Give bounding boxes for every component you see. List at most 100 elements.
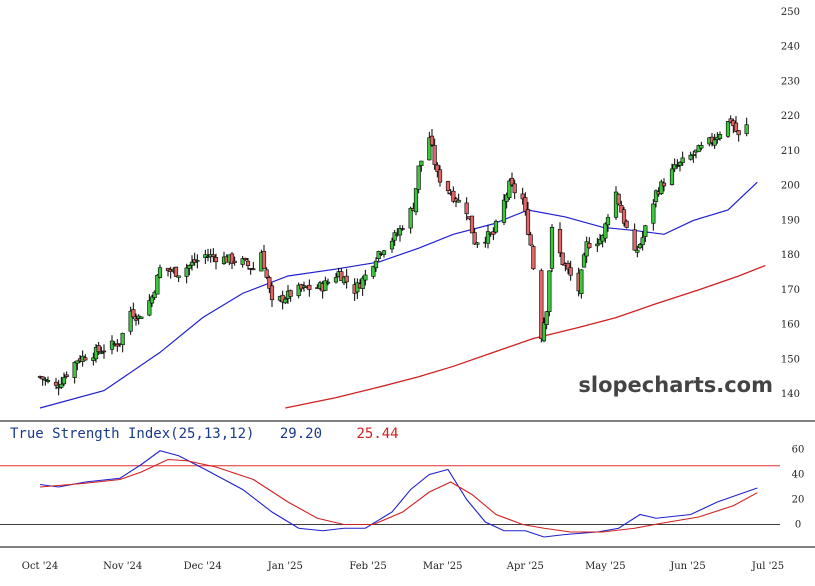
price-tick-label: 220 [781,111,800,122]
x-tick-label: Jun '25 [669,561,706,572]
candle-up [637,243,643,249]
candle-down [264,269,269,278]
candle-up [603,223,608,239]
tsi-axis: 0 20 40 60 [792,445,805,531]
candle-up [643,225,648,237]
candle-up [579,269,584,295]
candle-down [661,182,667,187]
price-tick-label: 180 [781,250,800,261]
candle-down [232,260,237,263]
candle-up [91,357,96,361]
ma50-line [39,181,758,409]
candle-up [93,347,99,360]
candle-down [520,193,525,200]
tsi-tick-label: 0 [795,520,801,531]
tsi-value: 29.20 [280,426,322,442]
candle-down [733,122,739,132]
candle-up [456,199,461,203]
price-tick-label: 230 [781,76,800,87]
candle-up [152,291,157,298]
tsi-signal-value: 25.44 [356,426,398,442]
candle-down [96,345,101,352]
x-tick-label: Jan '25 [267,561,303,572]
price-pane: 140 150 160 170 180 190 200 210 220 230 240 250 slo… [37,7,800,409]
candle-up [45,380,51,382]
candles [37,115,749,396]
candle-up [147,300,152,316]
candle-up [397,228,403,236]
candle-up [613,191,619,218]
candle-up [381,250,387,255]
candle-down [728,118,733,123]
x-axis: Oct '24 Nov '24 Dec '24 Jan '25 Feb '25 Mar '… [22,561,784,572]
candle-up [717,134,723,139]
candle-down [539,270,544,340]
candle-up [392,232,397,241]
candle-up [99,352,104,354]
candle-up [485,231,491,244]
price-tick-label: 190 [781,215,800,226]
candle-up [157,267,163,278]
candle-up [581,254,587,268]
candle-down [560,252,565,266]
ma200-layer [285,264,766,409]
candle-up [120,332,125,346]
candle-up [696,145,701,153]
candle-up [605,217,611,226]
tsi-tick-label: 20 [792,495,805,506]
candle-up [691,154,696,156]
candle-up [389,240,395,250]
candle-down [587,243,592,249]
candle-down [531,246,536,270]
candle-up [677,161,683,166]
candle-up [640,237,645,246]
candle-up [712,139,717,146]
tsi-line [39,458,758,533]
price-tick-label: 240 [781,42,800,53]
candle-up [507,180,512,198]
candle-up [184,267,189,277]
candle-up [61,377,67,385]
candle-up [504,194,509,202]
candle-up [376,251,381,259]
candle-up [653,190,659,202]
candle-down [64,374,69,377]
x-tick-label: Jul '25 [751,561,784,572]
candle-up [413,188,419,213]
candle-up [323,280,328,291]
candle-up [680,157,685,164]
candle-down [512,183,517,194]
price-tick-label: 160 [781,320,800,331]
candle-up [549,226,555,269]
candle-up [176,275,181,278]
candle-down [288,290,293,297]
candle-up [149,296,155,304]
candle-down [437,169,443,183]
candle-up [541,322,547,342]
candle-down [131,309,136,318]
x-tick-label: Mar '25 [423,561,463,572]
candle-down [736,130,741,136]
candle-up [187,264,192,269]
candle-up [75,360,80,364]
candle-up [501,199,507,223]
candle-down [115,344,120,347]
candle-up [296,284,301,297]
candle-up [419,160,424,166]
candle-up [544,311,549,325]
candle-up [547,270,552,312]
candle-up [155,274,160,295]
x-tick-label: May '25 [585,561,626,572]
candle-down [523,197,528,212]
price-tick-label: 170 [781,285,800,296]
candle-up [333,277,339,283]
candle-up [128,310,133,332]
candle-down [133,318,139,321]
candle-down [213,257,219,263]
candle-up [725,121,731,137]
x-tick-label: Apr '25 [506,561,544,572]
candle-up [408,207,413,229]
candle-down [229,253,235,264]
candle-down [251,268,256,271]
candle-up [597,238,603,245]
